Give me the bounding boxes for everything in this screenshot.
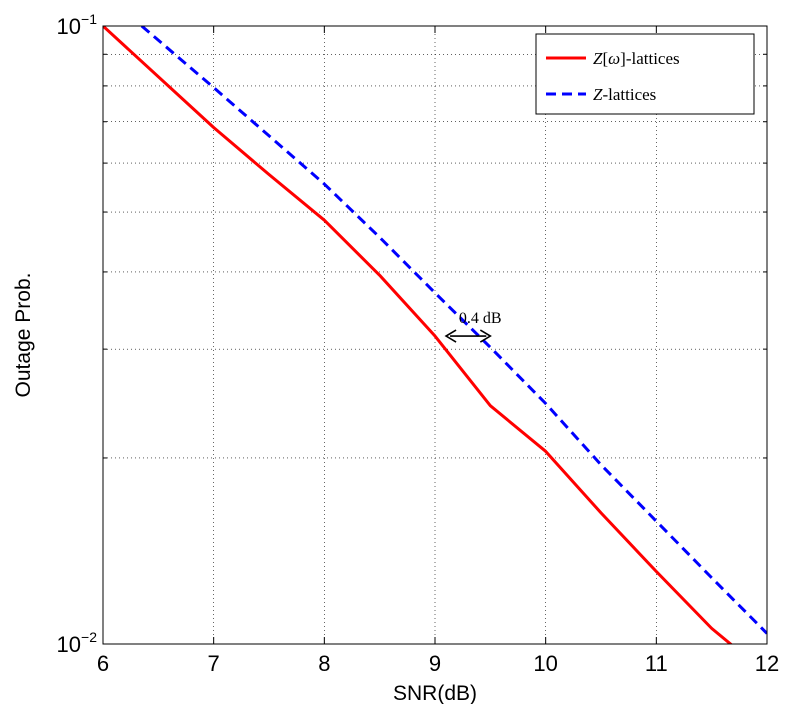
x-tick-labels: 6 7 8 9 10 11 12 <box>97 651 779 676</box>
x-tick-label: 12 <box>755 651 779 676</box>
x-tick-label: 9 <box>429 651 441 676</box>
x-tick-label: 11 <box>645 651 668 676</box>
annotation-label: 0.4 dB <box>459 310 502 327</box>
y-tick-labels: 10−1 10−2 <box>57 11 98 657</box>
y-tick-label: 10−1 <box>57 11 98 39</box>
x-tick-label: 6 <box>97 651 109 676</box>
series-line-1 <box>140 26 767 635</box>
legend-label-1: Z-lattices <box>593 85 656 104</box>
series-line-0 <box>103 26 733 644</box>
arrow-head-right <box>479 329 492 343</box>
legend-box <box>535 33 755 115</box>
arrow-head-left <box>444 329 457 343</box>
x-axis-label: SNR(dB) <box>393 682 477 704</box>
legend: Z[ω]-lattices Z-lattices <box>535 33 755 115</box>
annotation: 0.4 dB <box>444 310 502 343</box>
axis-ticks <box>102 26 768 644</box>
x-tick-label: 10 <box>533 651 557 676</box>
y-axis-label: Outage Prob. <box>12 273 35 398</box>
x-tick-label: 7 <box>208 651 220 676</box>
series-layer <box>103 26 767 644</box>
legend-label-0: Z[ω]-lattices <box>593 49 680 68</box>
x-tick-label: 8 <box>318 651 330 676</box>
y-tick-label: 10−2 <box>57 629 98 657</box>
